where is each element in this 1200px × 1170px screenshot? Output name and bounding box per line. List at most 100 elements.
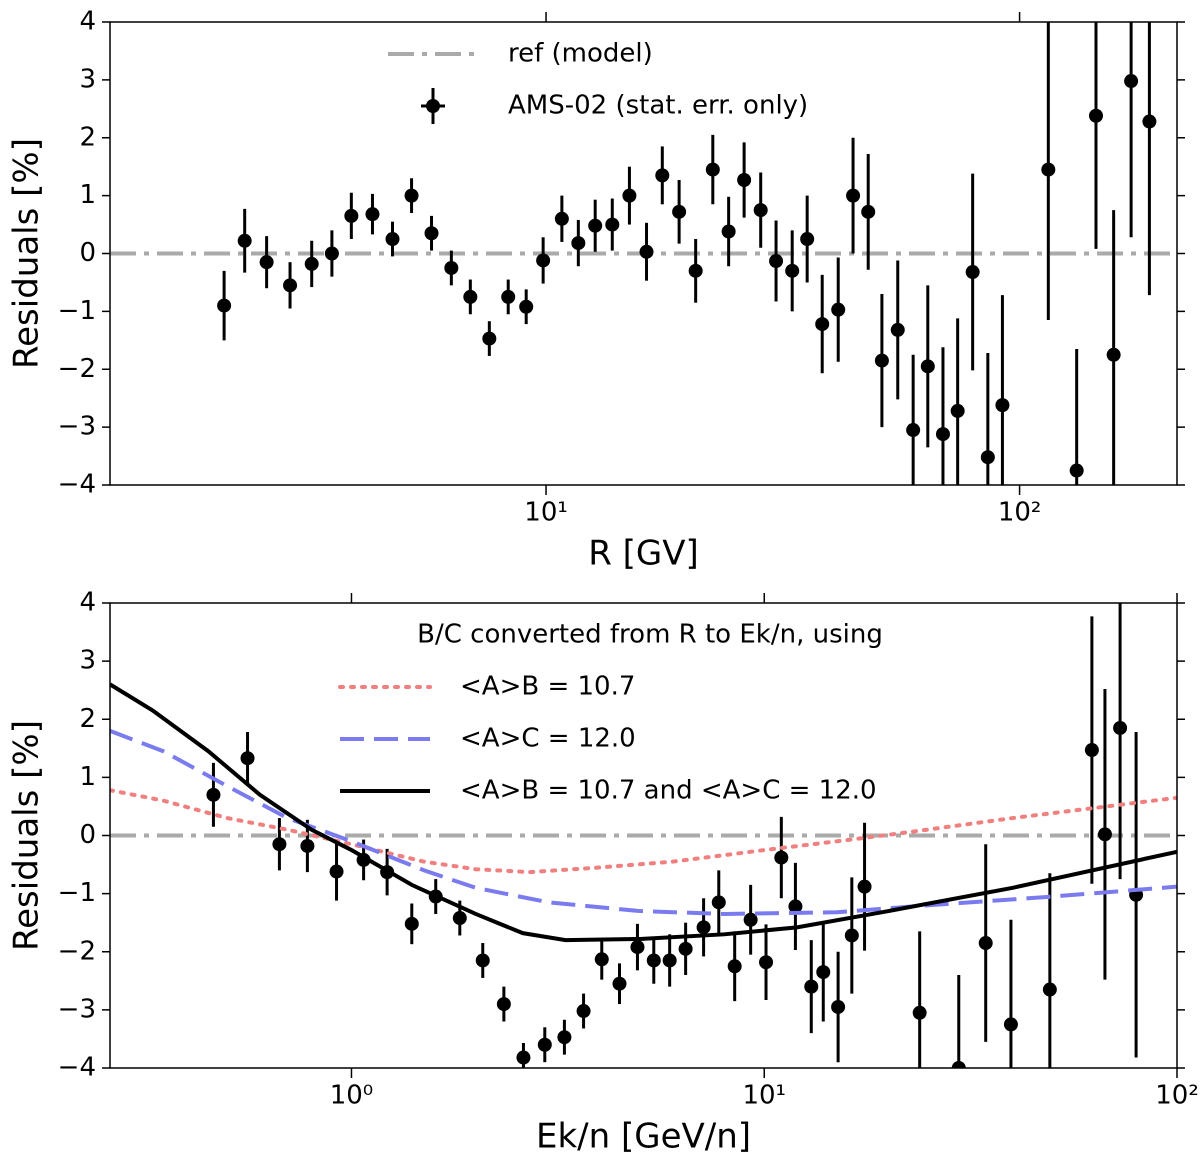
data-point	[950, 403, 965, 418]
data-point	[816, 965, 831, 980]
y-axis-label: Residuals [%]	[7, 720, 47, 951]
data-point	[240, 751, 255, 766]
data-point	[365, 207, 380, 222]
data-point	[804, 979, 819, 994]
legend-label: AMS-02 (stat. err. only)	[508, 91, 808, 121]
data-point	[785, 263, 800, 278]
data-point	[612, 976, 627, 991]
data-point	[655, 168, 670, 183]
data-point	[452, 911, 467, 926]
y-tick-label: −2	[58, 354, 96, 384]
data-point	[737, 172, 752, 187]
data-point	[995, 398, 1010, 413]
y-tick-label: 2	[79, 704, 96, 734]
legend-label: ref (model)	[508, 39, 653, 69]
data-point	[978, 936, 993, 951]
y-tick-label: 0	[79, 238, 96, 268]
plot-area	[110, 603, 1177, 1068]
data-point	[769, 254, 784, 269]
y-tick-label: 0	[79, 820, 96, 850]
x-tick-label: 10¹	[742, 1081, 786, 1111]
data-point	[283, 278, 298, 293]
data-point	[831, 999, 846, 1014]
data-point	[935, 427, 950, 442]
data-point	[516, 1050, 531, 1065]
x-tick-label: 10²	[998, 498, 1042, 528]
data-point	[272, 837, 287, 852]
data-point	[874, 353, 889, 368]
x-axis-label: R [GV]	[588, 534, 699, 574]
data-point	[519, 299, 534, 314]
data-point	[622, 188, 637, 203]
data-point	[1042, 982, 1057, 997]
data-point	[385, 232, 400, 247]
y-tick-label: −1	[58, 296, 96, 326]
data-point	[1097, 827, 1112, 842]
y-tick-label: 1	[79, 762, 96, 792]
y-tick-label: −4	[58, 470, 96, 500]
data-point	[404, 916, 419, 931]
y-tick-label: −3	[58, 412, 96, 442]
data-point	[1088, 108, 1103, 123]
data-point	[1084, 743, 1099, 758]
y-tick-label: 3	[79, 64, 96, 94]
x-tick-label: 10⁰	[330, 1081, 374, 1111]
data-point	[980, 450, 995, 465]
data-point	[554, 211, 569, 226]
data-point	[696, 920, 711, 935]
data-point	[688, 263, 703, 278]
data-point	[678, 941, 693, 956]
data-point	[1113, 720, 1128, 735]
y-tick-label: 4	[79, 7, 96, 37]
data-point	[424, 226, 439, 241]
data-point	[920, 359, 935, 374]
data-point	[759, 955, 774, 970]
data-point	[800, 232, 815, 247]
data-point	[1124, 74, 1139, 89]
data-point	[1106, 347, 1121, 362]
data-point	[844, 928, 859, 943]
y-tick-label: 1	[79, 180, 96, 210]
data-point	[965, 265, 980, 280]
data-point	[846, 188, 861, 203]
data-point	[630, 940, 645, 955]
data-point	[404, 188, 419, 203]
data-point	[639, 244, 654, 259]
data-point	[571, 236, 586, 251]
x-tick-label: 10¹	[524, 498, 568, 528]
data-point	[605, 217, 620, 232]
data-point	[482, 331, 497, 346]
data-point	[536, 253, 551, 268]
y-tick-label: −4	[58, 1053, 96, 1083]
data-point	[537, 1037, 552, 1052]
data-point	[259, 255, 274, 270]
data-point	[1069, 463, 1084, 478]
data-point	[705, 162, 720, 177]
data-point	[588, 218, 603, 233]
data-point	[774, 850, 789, 865]
data-point	[662, 953, 677, 968]
legend-label: <A>B = 10.7 and <A>C = 12.0	[460, 776, 877, 806]
data-point	[912, 1005, 927, 1020]
data-point	[594, 952, 609, 967]
data-point	[672, 204, 687, 219]
y-axis-label: Residuals [%]	[7, 138, 47, 369]
data-point	[906, 423, 921, 438]
data-point	[217, 298, 232, 313]
data-point	[727, 959, 742, 974]
data-point	[815, 317, 830, 332]
legend-label: <A>C = 12.0	[460, 724, 636, 754]
data-point	[463, 289, 478, 304]
y-tick-label: −3	[58, 994, 96, 1024]
legend-label: <A>B = 10.7	[460, 672, 635, 702]
data-point	[711, 895, 726, 910]
data-point	[890, 322, 905, 337]
data-point	[304, 256, 319, 271]
data-point	[861, 204, 876, 219]
data-point	[753, 203, 768, 218]
data-point	[237, 233, 252, 248]
legend-title: B/C converted from R to Ek/n, using	[417, 620, 883, 650]
data-point	[501, 289, 516, 304]
data-point	[324, 246, 339, 261]
